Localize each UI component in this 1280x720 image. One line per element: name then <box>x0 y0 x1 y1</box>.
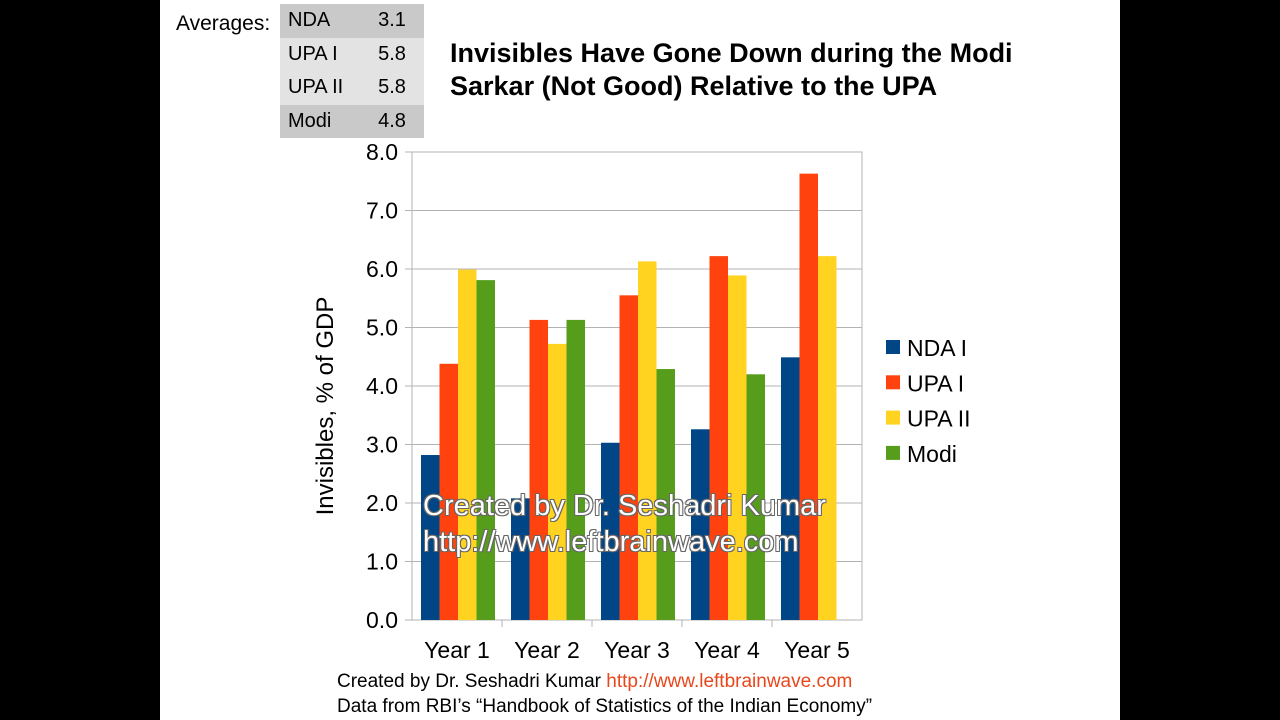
bar-nda-i <box>781 357 800 620</box>
x-tick-label: Year 2 <box>514 637 580 663</box>
y-tick-label: 4.0 <box>366 373 398 399</box>
averages-value: 3.1 <box>360 4 424 38</box>
y-tick-label: 3.0 <box>366 432 398 458</box>
bar-modi <box>476 280 495 620</box>
watermark-line-1: Created by Dr. Seshadri Kumar <box>423 490 826 522</box>
y-tick-label: 2.0 <box>366 490 398 516</box>
averages-label: Averages: <box>176 12 271 35</box>
legend-label: UPA I <box>907 370 964 396</box>
averages-row: UPA II 5.8 <box>280 71 424 105</box>
averages-value: 4.8 <box>360 104 424 138</box>
averages-name: UPA II <box>280 71 360 105</box>
bar-upa-i <box>529 319 548 620</box>
averages-row: NDA 3.1 <box>280 4 424 38</box>
bar-upa-ii <box>728 275 747 620</box>
x-tick-label: Year 5 <box>784 637 850 663</box>
averages-table: NDA 3.1 UPA I 5.8 UPA II 5.8 Modi 4.8 <box>280 4 424 138</box>
averages-value: 5.8 <box>360 71 424 105</box>
y-tick-label: 7.0 <box>366 198 398 224</box>
averages-name: UPA I <box>280 37 360 71</box>
legend-label: UPA II <box>907 406 971 432</box>
bar-upa-i <box>619 295 638 620</box>
footer-credit-text: Created by Dr. Seshadri Kumar <box>337 671 602 692</box>
bar-upa-i <box>709 256 728 620</box>
averages-value: 5.8 <box>360 37 424 71</box>
y-tick-label: 0.0 <box>366 607 398 633</box>
y-axis-label: Invisibles, % of GDP <box>312 297 339 516</box>
x-tick-label: Year 4 <box>694 637 760 663</box>
x-tick-label: Year 1 <box>424 637 490 663</box>
averages-row: Modi 4.8 <box>280 104 424 138</box>
bar-upa-ii <box>638 261 657 620</box>
bar-nda-i <box>421 455 440 620</box>
bar-modi <box>656 369 675 620</box>
watermark: Created by Dr. Seshadri Kumar http://www… <box>423 488 826 560</box>
x-tick-label: Year 3 <box>604 637 670 663</box>
bar-upa-ii <box>818 256 837 620</box>
y-tick-label: 8.0 <box>366 139 398 165</box>
bar-upa-i <box>439 363 458 620</box>
legend-swatch-upa-ii <box>886 410 900 425</box>
bar-modi <box>566 319 585 620</box>
bar-upa-ii <box>458 269 477 620</box>
watermark-line-2: http://www.leftbrainwave.com <box>423 526 799 558</box>
averages-name: NDA <box>280 4 360 38</box>
legend-label: NDA I <box>907 335 967 361</box>
legend-label: Modi <box>907 441 957 467</box>
bar-nda-i <box>511 498 530 620</box>
averages-row: UPA I 5.8 <box>280 37 424 71</box>
bar-nda-i <box>601 442 620 620</box>
footer: Created by Dr. Seshadri Kumar http://www… <box>337 669 872 719</box>
legend-swatch-modi <box>886 445 900 460</box>
y-tick-label: 5.0 <box>366 315 398 341</box>
legend-swatch-nda-i <box>886 340 900 354</box>
bar-modi <box>746 374 765 620</box>
bar-upa-i <box>799 173 818 620</box>
bar-upa-ii <box>548 343 567 620</box>
y-tick-label: 6.0 <box>366 256 398 282</box>
bar-nda-i <box>691 429 710 620</box>
chart-title: Invisibles Have Gone Down during the Mod… <box>450 38 1013 101</box>
y-tick-label: 1.0 <box>366 549 398 575</box>
footer-credit: Created by Dr. Seshadri Kumar http://www… <box>337 669 872 694</box>
averages-name: Modi <box>280 104 360 138</box>
footer-link[interactable]: http://www.leftbrainwave.com <box>606 671 853 692</box>
footer-source: Data from RBI’s “Handbook of Statistics … <box>337 696 873 717</box>
legend-swatch-upa-i <box>886 375 900 390</box>
